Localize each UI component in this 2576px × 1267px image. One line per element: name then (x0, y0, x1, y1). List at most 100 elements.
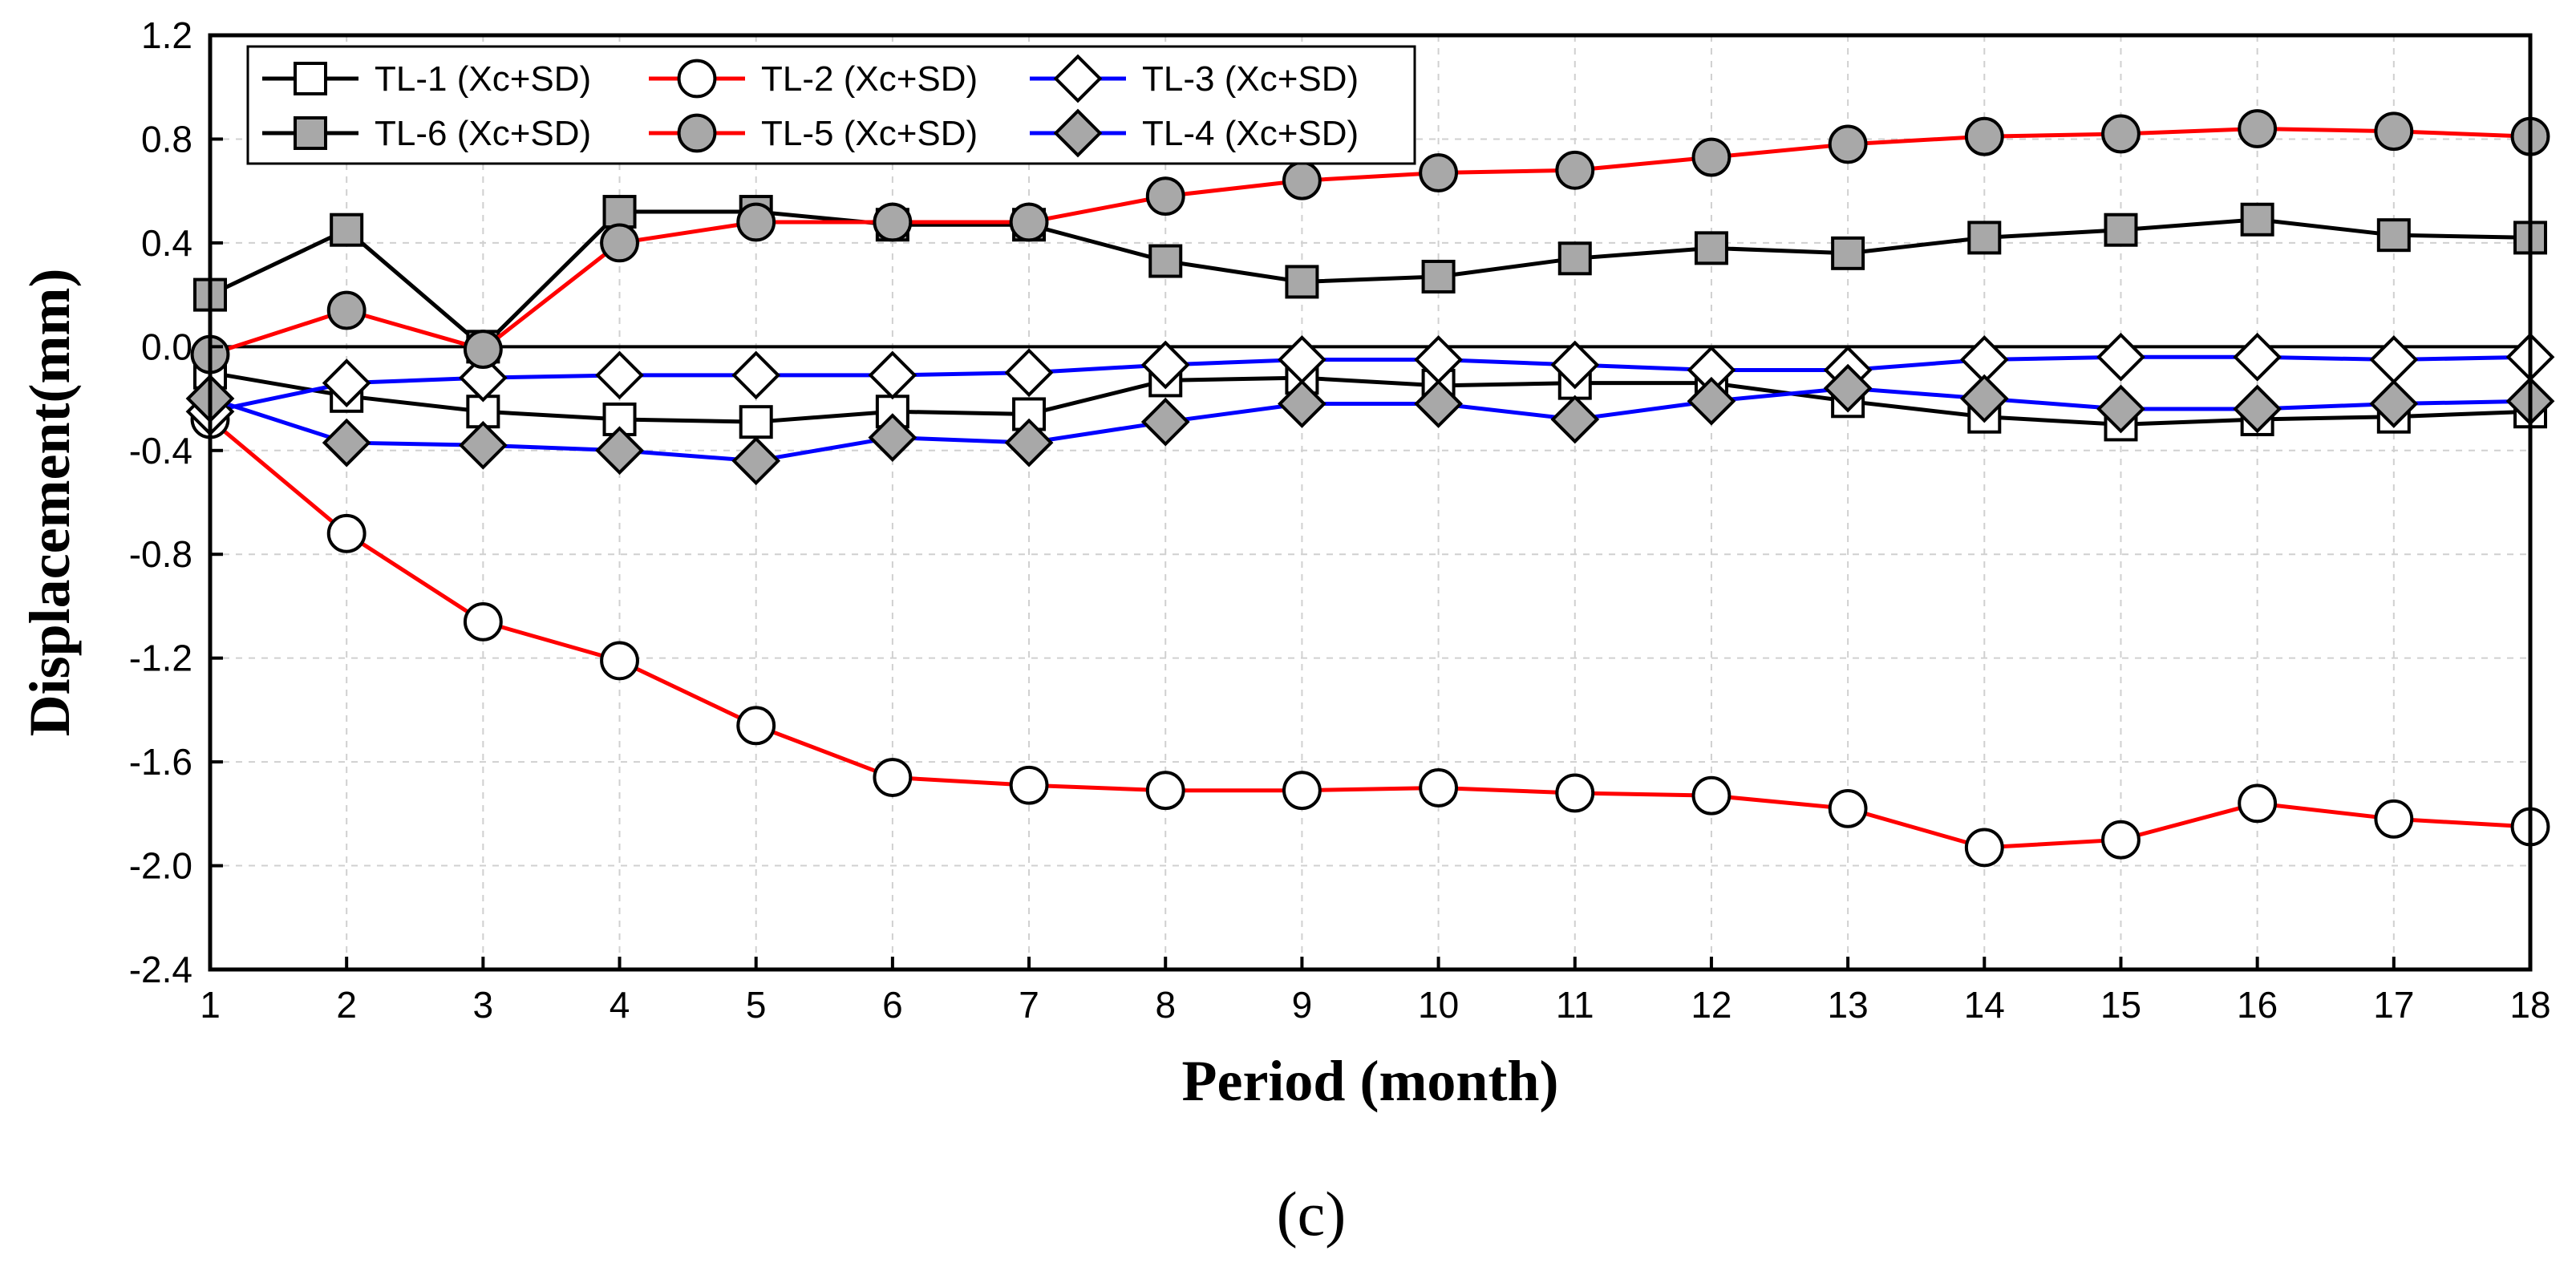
data-point (1414, 379, 1463, 428)
legend-label: TL-2 (Xc+SD) (761, 59, 978, 99)
data-point (330, 213, 364, 247)
x-tick-label: 15 (2100, 984, 2141, 1026)
x-tick-label: 10 (1418, 984, 1459, 1026)
data-point (600, 223, 639, 263)
series-tl-3 (185, 332, 2555, 436)
data-point (2376, 218, 2411, 253)
data-point (1421, 259, 1456, 293)
data-point (1694, 231, 1728, 265)
data-point (1964, 828, 2004, 868)
y-tick-label: 0.0 (141, 326, 192, 367)
legend-item: TL-4 (Xc+SD) (1030, 108, 1359, 158)
series-tl-5 (190, 109, 2550, 374)
data-point (1823, 363, 1873, 413)
data-point (1959, 374, 2009, 423)
data-point (873, 202, 913, 242)
data-point (2104, 213, 2138, 247)
data-point (1282, 771, 1322, 811)
data-point (1145, 176, 1185, 217)
legend-box (246, 45, 1416, 165)
data-point (1419, 768, 1459, 808)
x-tick-label: 2 (336, 984, 357, 1026)
data-point (2101, 820, 2141, 860)
y-tick-label: 0.4 (141, 222, 192, 264)
legend-label: TL-5 (Xc+SD) (761, 114, 978, 153)
data-point (1550, 340, 1600, 390)
data-point (1967, 221, 2002, 255)
data-point (2233, 332, 2282, 382)
data-point (1009, 202, 1049, 242)
data-point (2374, 111, 2414, 152)
data-point (1004, 418, 1054, 468)
x-tick-label: 6 (882, 984, 903, 1026)
legend-item: TL-5 (Xc+SD) (649, 113, 978, 153)
legend-marker (677, 59, 717, 99)
legend-label: TL-3 (Xc+SD) (1142, 59, 1359, 99)
x-tick-label: 16 (2237, 984, 2278, 1026)
y-tick-label: -2.4 (129, 949, 192, 990)
x-tick-label: 17 (2373, 984, 2414, 1026)
data-point (2233, 384, 2282, 434)
legend-item: TL-2 (Xc+SD) (649, 59, 978, 99)
data-point (602, 195, 637, 229)
data-point (326, 290, 367, 330)
axis-ticks: 1 2 3 4 5 6 7 8 9 10 11 12 13 14 15 16 17 181.20.80.40.0-… (129, 14, 2551, 1026)
series-line (209, 370, 2531, 427)
y-tick-label: 0.8 (141, 118, 192, 160)
data-point (1555, 773, 1595, 813)
legend-marker (294, 62, 327, 95)
data-point (1828, 788, 1868, 828)
data-point (868, 350, 917, 400)
data-point (1004, 348, 1054, 398)
legend-item: TL-6 (Xc+SD) (262, 114, 591, 153)
y-tick-label: -1.2 (129, 638, 192, 679)
series-tl-4 (185, 363, 2555, 486)
x-axis-title: Period (month) (1182, 1049, 1559, 1113)
legend-label: TL-6 (Xc+SD) (375, 114, 591, 153)
data-point (1687, 376, 1736, 426)
data-point (322, 358, 371, 408)
x-tick-label: 14 (1964, 984, 2005, 1026)
data-point (2096, 384, 2145, 434)
data-point (1419, 153, 1459, 192)
data-point (2374, 799, 2414, 839)
x-tick-label: 4 (610, 984, 630, 1026)
data-point (739, 405, 773, 439)
x-tick-label: 9 (1292, 984, 1313, 1026)
series-line (209, 209, 2531, 350)
figure-caption: (c) (1277, 1179, 1347, 1249)
legend-label: TL-1 (Xc+SD) (375, 59, 591, 99)
y-tick-label: -0.4 (129, 430, 192, 472)
data-point (2238, 783, 2278, 824)
data-point (1145, 771, 1185, 811)
data-point (2101, 114, 2141, 154)
data-point (326, 513, 367, 553)
data-point (463, 330, 503, 369)
x-tick-label: 11 (1556, 984, 1594, 1026)
data-point (731, 436, 781, 486)
data-point (595, 350, 644, 400)
y-tick-label: -1.6 (129, 741, 192, 783)
data-point (1557, 241, 1592, 276)
data-point (1148, 244, 1183, 278)
data-point (1691, 137, 1732, 177)
data-point (322, 418, 371, 468)
data-point (1140, 340, 1190, 390)
x-tick-label: 8 (1155, 984, 1176, 1026)
legend-label: TL-4 (Xc+SD) (1142, 114, 1359, 153)
x-tick-label: 3 (473, 984, 494, 1026)
data-point (463, 601, 503, 642)
data-point (1555, 150, 1595, 190)
data-point (1831, 236, 1865, 270)
x-tick-label: 13 (1828, 984, 1869, 1026)
x-tick-label: 5 (746, 984, 767, 1026)
data-point (736, 706, 776, 746)
data-point (731, 350, 781, 400)
x-tick-label: 12 (1691, 984, 1732, 1026)
data-point (1550, 395, 1600, 444)
series-line (209, 418, 2531, 850)
data-point (1140, 397, 1190, 447)
data-point (595, 426, 644, 476)
